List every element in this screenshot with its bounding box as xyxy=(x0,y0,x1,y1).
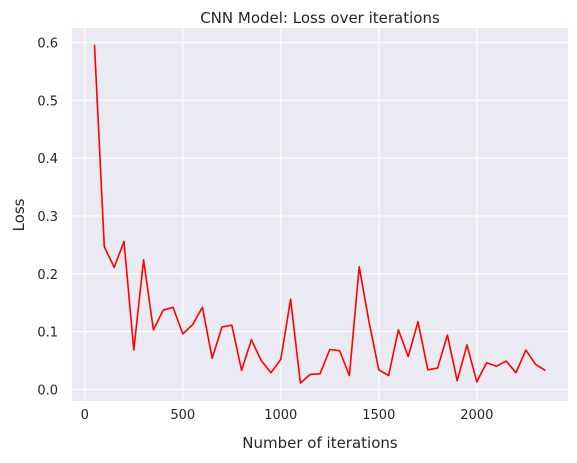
chart-title: CNN Model: Loss over iterations xyxy=(200,9,440,27)
x-tick-label: 1000 xyxy=(264,408,297,423)
y-tick-label: 0.6 xyxy=(37,36,58,51)
plot-area xyxy=(72,28,568,401)
y-tick-label: 0.3 xyxy=(37,210,58,225)
x-tick-labels: 0 500 1000 1500 2000 xyxy=(81,408,494,423)
y-tick-label: 0.1 xyxy=(37,326,58,341)
y-tick-label: 0.5 xyxy=(37,94,58,109)
series-layer xyxy=(93,44,546,384)
y-tick-labels: 0.0 0.1 0.2 0.3 0.4 0.5 0.6 xyxy=(37,36,58,398)
x-tick-label: 1500 xyxy=(362,408,395,423)
loss-series-line xyxy=(93,44,546,384)
y-axis-label: Loss xyxy=(10,198,28,231)
x-tick-label: 500 xyxy=(170,408,195,423)
y-tick-label: 0.0 xyxy=(37,383,58,398)
x-tick-label: 2000 xyxy=(460,408,493,423)
x-tick-label: 0 xyxy=(81,408,89,423)
y-tick-label: 0.4 xyxy=(37,152,58,167)
x-axis-label: Number of iterations xyxy=(242,434,398,452)
grid-lines xyxy=(72,28,568,401)
y-tick-label: 0.2 xyxy=(37,268,58,283)
